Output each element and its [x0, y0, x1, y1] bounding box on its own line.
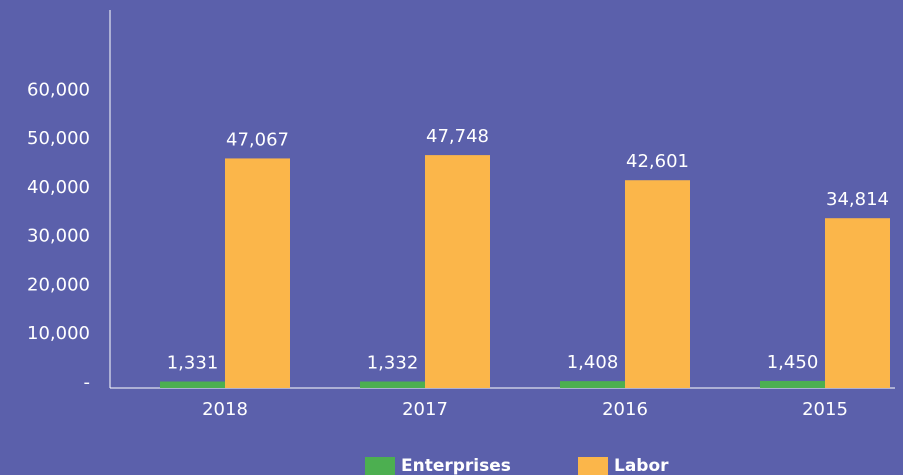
data-label: 34,814 [826, 189, 889, 210]
y-tick-label: 10,000 [27, 323, 90, 344]
x-tick-label: 2017 [402, 399, 448, 420]
y-tick-label: 40,000 [27, 177, 90, 198]
legend-swatch [365, 457, 395, 475]
x-tick-label: 2018 [202, 399, 248, 420]
legend-text: Labor [614, 456, 669, 475]
bar [625, 180, 690, 388]
y-tick-label: 50,000 [27, 128, 90, 149]
legend-text: Enterprises [401, 456, 511, 475]
data-label: 1,331 [167, 353, 219, 374]
y-tick-label: 20,000 [27, 274, 90, 295]
data-label: 1,408 [567, 352, 619, 373]
data-label: 42,601 [626, 151, 689, 172]
bar [360, 381, 425, 388]
bar [760, 380, 825, 388]
y-tick-label: - [84, 372, 91, 393]
data-label: 1,332 [367, 353, 419, 374]
y-tick-label: 30,000 [27, 226, 90, 247]
x-tick-label: 2015 [802, 399, 848, 420]
bar [825, 218, 890, 388]
bar [425, 155, 490, 388]
legend-swatch [578, 457, 608, 475]
data-label: 47,748 [426, 126, 489, 147]
y-tick-label: 60,000 [27, 79, 90, 100]
bar [560, 381, 625, 388]
x-tick-label: 2016 [602, 399, 648, 420]
bar [160, 381, 225, 388]
bar [225, 158, 290, 388]
data-label: 47,067 [226, 129, 289, 150]
data-label: 1,450 [767, 352, 819, 373]
